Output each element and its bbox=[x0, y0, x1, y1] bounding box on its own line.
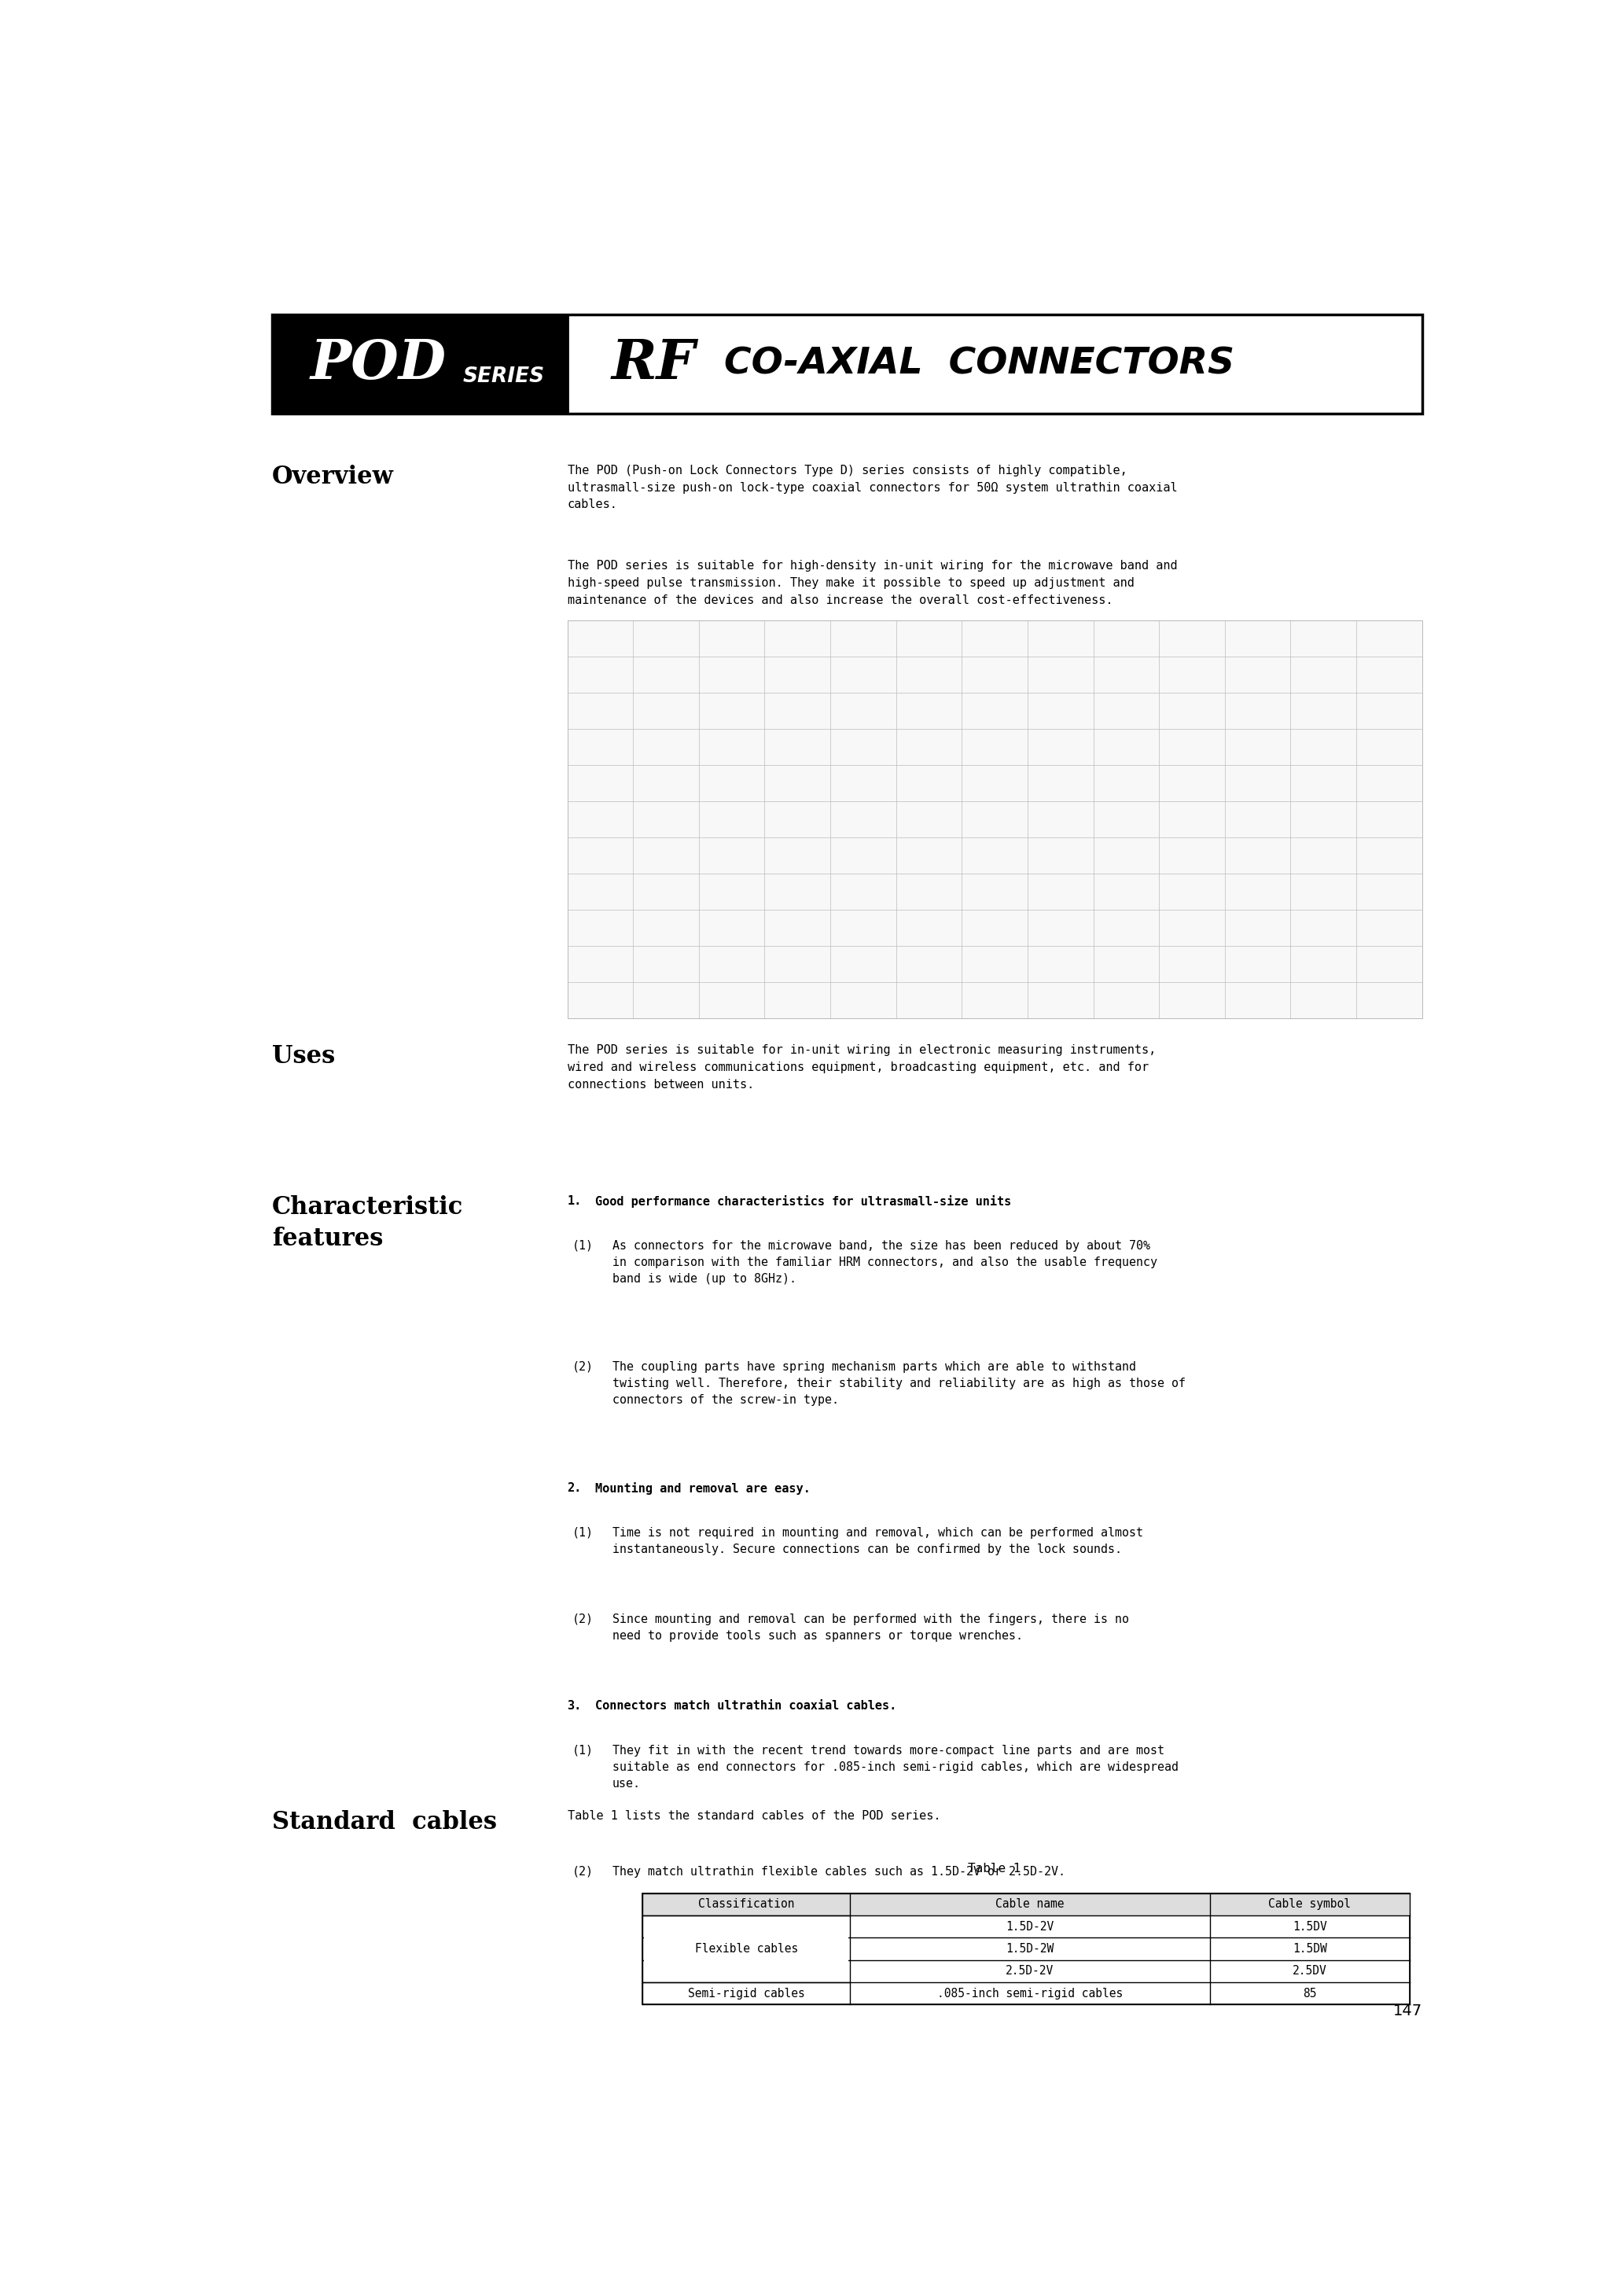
Text: .085-inch semi-rigid cables: .085-inch semi-rigid cables bbox=[938, 1988, 1122, 2000]
Text: 1.5DV: 1.5DV bbox=[1293, 1922, 1327, 1933]
Text: Overview: Overview bbox=[272, 464, 394, 489]
Text: RF: RF bbox=[611, 338, 696, 390]
Text: Classification: Classification bbox=[697, 1899, 795, 1910]
Text: Table 1: Table 1 bbox=[968, 1862, 1022, 1876]
Text: The POD (Push-on Lock Connectors Type D) series consists of highly compatible,
u: The POD (Push-on Lock Connectors Type D)… bbox=[568, 464, 1178, 510]
Text: Mounting and removal are easy.: Mounting and removal are easy. bbox=[595, 1481, 809, 1495]
Bar bbox=[568, 315, 1422, 413]
Text: They match ultrathin flexible cables such as 1.5D-2V or 2.5D-2V.: They match ultrathin flexible cables suc… bbox=[613, 1867, 1066, 1878]
Text: Table 1 lists the standard cables of the POD series.: Table 1 lists the standard cables of the… bbox=[568, 1809, 941, 1821]
Bar bbox=[568, 620, 1422, 1017]
Text: CO-AXIAL  CONNECTORS: CO-AXIAL CONNECTORS bbox=[725, 347, 1234, 381]
Text: Good performance characteristics for ultrasmall-size units: Good performance characteristics for ult… bbox=[595, 1194, 1011, 1208]
Text: 85: 85 bbox=[1302, 1988, 1317, 2000]
Bar bbox=[642, 1894, 1410, 2004]
Text: 147: 147 bbox=[1393, 2004, 1422, 2018]
Text: Characteristic
features: Characteristic features bbox=[272, 1194, 464, 1251]
Text: Since mounting and removal can be performed with the fingers, there is no
need t: Since mounting and removal can be perfor… bbox=[613, 1614, 1129, 1642]
Text: (2): (2) bbox=[573, 1867, 594, 1878]
Text: 2.: 2. bbox=[568, 1481, 582, 1495]
Text: (2): (2) bbox=[573, 1614, 594, 1626]
Bar bbox=[272, 315, 1422, 413]
Text: POD: POD bbox=[310, 338, 446, 390]
Text: 1.5D-2W: 1.5D-2W bbox=[1006, 1942, 1054, 1954]
Text: The POD series is suitable for high-density in-unit wiring for the microwave ban: The POD series is suitable for high-dens… bbox=[568, 560, 1178, 606]
Text: 1.5DW: 1.5DW bbox=[1293, 1942, 1327, 1954]
Text: The coupling parts have spring mechanism parts which are able to withstand
twist: The coupling parts have spring mechanism… bbox=[613, 1362, 1186, 1405]
Text: They fit in with the recent trend towards more-compact line parts and are most
s: They fit in with the recent trend toward… bbox=[613, 1745, 1179, 1789]
Bar bbox=[272, 315, 568, 413]
Text: 1.: 1. bbox=[568, 1194, 582, 1208]
Text: Semi-rigid cables: Semi-rigid cables bbox=[688, 1988, 805, 2000]
Text: 1.5D-2V: 1.5D-2V bbox=[1006, 1922, 1054, 1933]
Bar bbox=[642, 1894, 1410, 1915]
Text: 2.5D-2V: 2.5D-2V bbox=[1006, 1965, 1054, 1977]
Text: Uses: Uses bbox=[272, 1045, 336, 1070]
Text: Cable name: Cable name bbox=[996, 1899, 1064, 1910]
Text: Cable symbol: Cable symbol bbox=[1268, 1899, 1351, 1910]
Text: Flexible cables: Flexible cables bbox=[694, 1942, 798, 1954]
Text: 2.5DV: 2.5DV bbox=[1293, 1965, 1327, 1977]
Text: Connectors match ultrathin coaxial cables.: Connectors match ultrathin coaxial cable… bbox=[595, 1699, 897, 1713]
Text: Time is not required in mounting and removal, which can be performed almost
inst: Time is not required in mounting and rem… bbox=[613, 1527, 1144, 1554]
Text: (2): (2) bbox=[573, 1362, 594, 1373]
Text: (1): (1) bbox=[573, 1527, 594, 1538]
Text: SERIES: SERIES bbox=[462, 365, 545, 386]
Text: Standard  cables: Standard cables bbox=[272, 1809, 496, 1835]
Text: The POD series is suitable for in-unit wiring in electronic measuring instrument: The POD series is suitable for in-unit w… bbox=[568, 1045, 1155, 1091]
Text: 3.: 3. bbox=[568, 1699, 582, 1713]
Text: (1): (1) bbox=[573, 1240, 594, 1251]
Text: As connectors for the microwave band, the size has been reduced by about 70%
in : As connectors for the microwave band, th… bbox=[613, 1240, 1158, 1283]
Text: (1): (1) bbox=[573, 1745, 594, 1756]
Bar bbox=[644, 1917, 848, 1981]
